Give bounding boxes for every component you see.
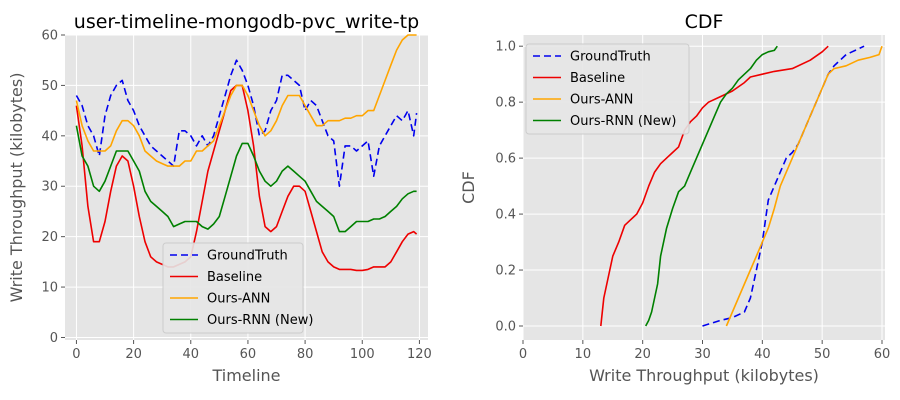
y-tick-label: 0 [50,331,58,346]
series-line-ours-ann [725,45,883,327]
x-tick-label: 50 [814,347,831,362]
x-tick-label: 30 [694,347,711,362]
x-tick-label: 40 [754,347,771,362]
y-tick-label: 0.4 [495,208,516,223]
legend-entry: Ours-RNN (New) [570,114,676,129]
series-line-groundtruth [75,59,418,187]
series-line-ours-rnn-new- [644,45,778,327]
y-tick-label: 0.8 [495,96,516,111]
legend-entry: Ours-ANN [207,292,270,307]
x-tick-label: 100 [350,347,375,362]
y-tick-label: 60 [41,29,58,44]
x-tick-label: 20 [634,347,651,362]
y-tick-label: 50 [41,79,58,94]
legend-entry: Ours-ANN [570,93,633,108]
x-axis-label: Write Throughput (kilobytes) [589,366,819,385]
legend-box [525,43,690,135]
series-line-groundtruth [702,45,865,327]
y-axis-label: CDF [459,171,478,204]
y-tick-label: 40 [41,129,58,144]
legend-entry: Baseline [570,71,625,86]
y-tick-label: 20 [41,230,58,245]
legend-box [162,242,304,334]
legend-entry: Baseline [207,270,262,285]
legend-entry: GroundTruth [570,50,651,65]
y-tick-label: 0.0 [495,320,516,335]
chart-title: user-timeline-mongodb-pvc_write-tp [74,11,419,33]
y-tick-label: 0.2 [495,264,516,279]
x-tick-label: 40 [182,347,199,362]
y-axis-label: Write Throughput (kilobytes) [7,73,26,303]
x-tick-label: 10 [575,347,592,362]
y-tick-label: 30 [41,180,58,195]
chart-panel-1: 0 20 40 60 80 100 120 0 10 20 30 40 50 60 user-timelin… [7,11,432,385]
chart-title: CDF [685,11,724,33]
x-axis-label: Timeline [211,366,280,385]
series-line-baseline [75,84,418,272]
legend-entry: Ours-RNN (New) [207,313,313,328]
series-line-ours-ann [75,34,417,167]
series-line-ours-rnn-new- [75,125,417,233]
y-tick-label: 0.6 [495,152,516,167]
x-tick-label: 80 [297,347,314,362]
x-tick-label: 60 [874,347,891,362]
series-line-baseline [600,45,829,327]
legend-entry: GroundTruth [207,249,288,264]
legend: GroundTruth Baseline Ours-ANN Ours-RNN (New… [162,242,313,334]
x-tick-label: 120 [407,347,432,362]
chart-panel-2: 0 10 20 30 40 50 60 0.0 0.2 0.4 0.6 0.8 1.0 CDF Write … [459,11,890,385]
x-tick-label: 0 [72,347,80,362]
x-tick-label: 20 [125,347,142,362]
y-tick-label: 10 [41,281,58,296]
legend: GroundTruth Baseline Ours-ANN Ours-RNN (New… [525,43,690,135]
x-tick-label: 60 [240,347,257,362]
x-tick-label: 0 [519,347,527,362]
y-tick-label: 1.0 [495,40,516,55]
